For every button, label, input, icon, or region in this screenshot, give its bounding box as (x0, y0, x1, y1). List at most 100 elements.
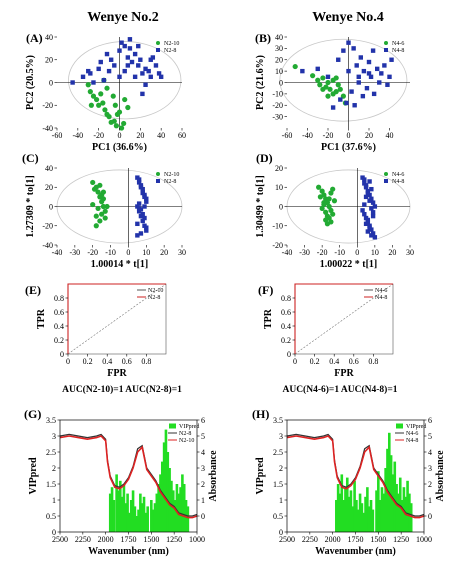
p2-point-1-22 (135, 221, 140, 227)
p5-ytick-label-0: 0 (287, 350, 291, 359)
p3-point-1-23 (365, 229, 371, 234)
p0-point-0-11 (111, 118, 117, 124)
p1-point-1-1 (315, 66, 320, 72)
p6-ytick-label-1: 0.5 (46, 512, 56, 521)
p3-point-0-8 (317, 194, 323, 200)
p1-point-1-18 (382, 63, 387, 68)
p2-point-0-6 (102, 208, 108, 214)
p6-rtick-label-1: 1 (201, 496, 205, 505)
panel-label-d: (D) (256, 151, 273, 165)
p3-point-1-18 (365, 190, 371, 196)
p0-point-0-17 (110, 93, 116, 99)
p7-vip-bar-10 (353, 480, 356, 532)
p6-vip-bar-20 (146, 506, 149, 532)
p3-legend-swatch-0 (384, 172, 388, 176)
title-wenye-no4: Wenye No.4 (312, 10, 384, 25)
p2-point-0-8 (93, 213, 99, 219)
p3-xtick-label-5: 10 (371, 248, 379, 257)
p5-ytick-label-3: 0.6 (281, 308, 291, 317)
p3-point-1-31 (369, 233, 374, 238)
p1-point-0-10 (335, 82, 341, 88)
p1-legend-swatch-0 (384, 41, 388, 45)
p7-vip-bar-17 (366, 487, 369, 532)
p0-point-0-7 (102, 107, 108, 113)
p2-ylabel: 1.27309 * to[1] (25, 175, 36, 238)
p2-point-0-5 (100, 203, 107, 210)
p0-point-1-21 (153, 63, 159, 68)
p0-ylabel: PC2 (20.5%) (25, 55, 36, 110)
p3-point-1-27 (370, 210, 376, 215)
p0-ytick-label-0: -40 (42, 124, 53, 133)
p7-rtick-label-0: 0 (428, 512, 432, 521)
p3-xtick-label-7: 30 (406, 248, 414, 257)
p0-legend-label-1: N2-8 (164, 48, 176, 54)
p0-point-1-25 (91, 80, 96, 85)
p3-point-0-0 (316, 184, 322, 190)
p0-xlabel: PC1 (36.6%) (92, 142, 147, 153)
p7-vip-bar-29 (389, 455, 393, 532)
p3-point-1-28 (365, 217, 371, 223)
p1-ytick-label-6: 30 (275, 44, 283, 53)
p6-vip-bar-34 (173, 500, 177, 532)
p2-ytick-label-2: 0 (49, 202, 53, 211)
p0-point-0-5 (98, 91, 104, 97)
p2-point-0-0 (90, 179, 96, 186)
p6-vip-bar-2 (112, 500, 116, 532)
p4-series-line-1 (67, 283, 166, 354)
p7-ytick-label-7: 3.5 (273, 416, 283, 425)
p0-point-1-3 (96, 66, 101, 72)
p4-legend-label-1: N2-8 (148, 295, 160, 301)
p0-point-1-20 (150, 55, 156, 60)
p6-vip-bar-8 (124, 503, 128, 532)
p6-vip-bar-9 (126, 493, 129, 532)
p6-ylabel-right: Absorbance (208, 450, 219, 502)
p1-xtick-label-3: 0 (347, 131, 351, 140)
p6-vip-bar-39 (182, 484, 186, 532)
p7-vip-bar-18 (367, 506, 371, 532)
p2-point-0-2 (95, 189, 101, 195)
p3-point-1-26 (362, 202, 367, 207)
p1-point-1-3 (336, 57, 341, 62)
p0-point-1-22 (156, 71, 162, 76)
p1-point-1-9 (358, 55, 363, 60)
p2-point-1-15 (140, 186, 145, 192)
p3-point-0-17 (330, 186, 336, 192)
p7-vip-bar-19 (369, 500, 373, 532)
p3-xlabel: 1.00022 * t[1] (320, 259, 378, 270)
p1-ytick-label-5: 20 (275, 56, 283, 65)
p7-legend-label-2: N4-8 (406, 438, 418, 444)
p6-rtick-label-0: 0 (201, 512, 205, 521)
p1-confidence-ellipse (279, 38, 408, 122)
p2-point-1-21 (142, 215, 147, 221)
p3-point-1-8 (360, 208, 365, 213)
p6-ytick-label-2: 1 (52, 496, 56, 505)
p7-vip-bar-15 (362, 512, 366, 532)
p0-ytick-label-1: -20 (42, 101, 53, 110)
p7-vip-bar-40 (409, 503, 413, 532)
p7-vip-bar-31 (393, 461, 397, 532)
p0-point-0-12 (113, 123, 119, 129)
p6-vip-bar-30 (166, 452, 170, 532)
p6-legend-swatch-0 (169, 423, 176, 429)
p2-point-0-17 (97, 182, 103, 188)
p0-point-1-12 (129, 59, 135, 65)
p1-point-1-20 (387, 74, 392, 80)
p1-ytick-label-1: -20 (272, 101, 283, 110)
p0-point-0-20 (112, 102, 118, 108)
p7-legend-label-0: VIPpred (406, 424, 426, 430)
p3-legend-label-1: N4-8 (392, 179, 404, 185)
p6-rtick-label-6: 6 (201, 416, 205, 425)
p7-xlabel: Wavenumber (nm) (315, 546, 396, 557)
p2-point-1-18 (136, 201, 142, 206)
p6-vip-bar-6 (120, 496, 124, 532)
p7-ytick-label-5: 2.5 (273, 448, 283, 457)
p2-point-1-11 (144, 228, 149, 233)
p3-point-1-17 (363, 183, 369, 188)
p2-point-0-7 (91, 186, 98, 192)
p0-point-0-3 (93, 96, 100, 103)
p0-point-0-15 (118, 125, 125, 131)
p1-xtick-label-2: -20 (323, 131, 334, 140)
p2-point-0-12 (90, 201, 96, 208)
p1-point-1-2 (325, 74, 331, 80)
p6-vip-bar-40 (184, 500, 188, 532)
